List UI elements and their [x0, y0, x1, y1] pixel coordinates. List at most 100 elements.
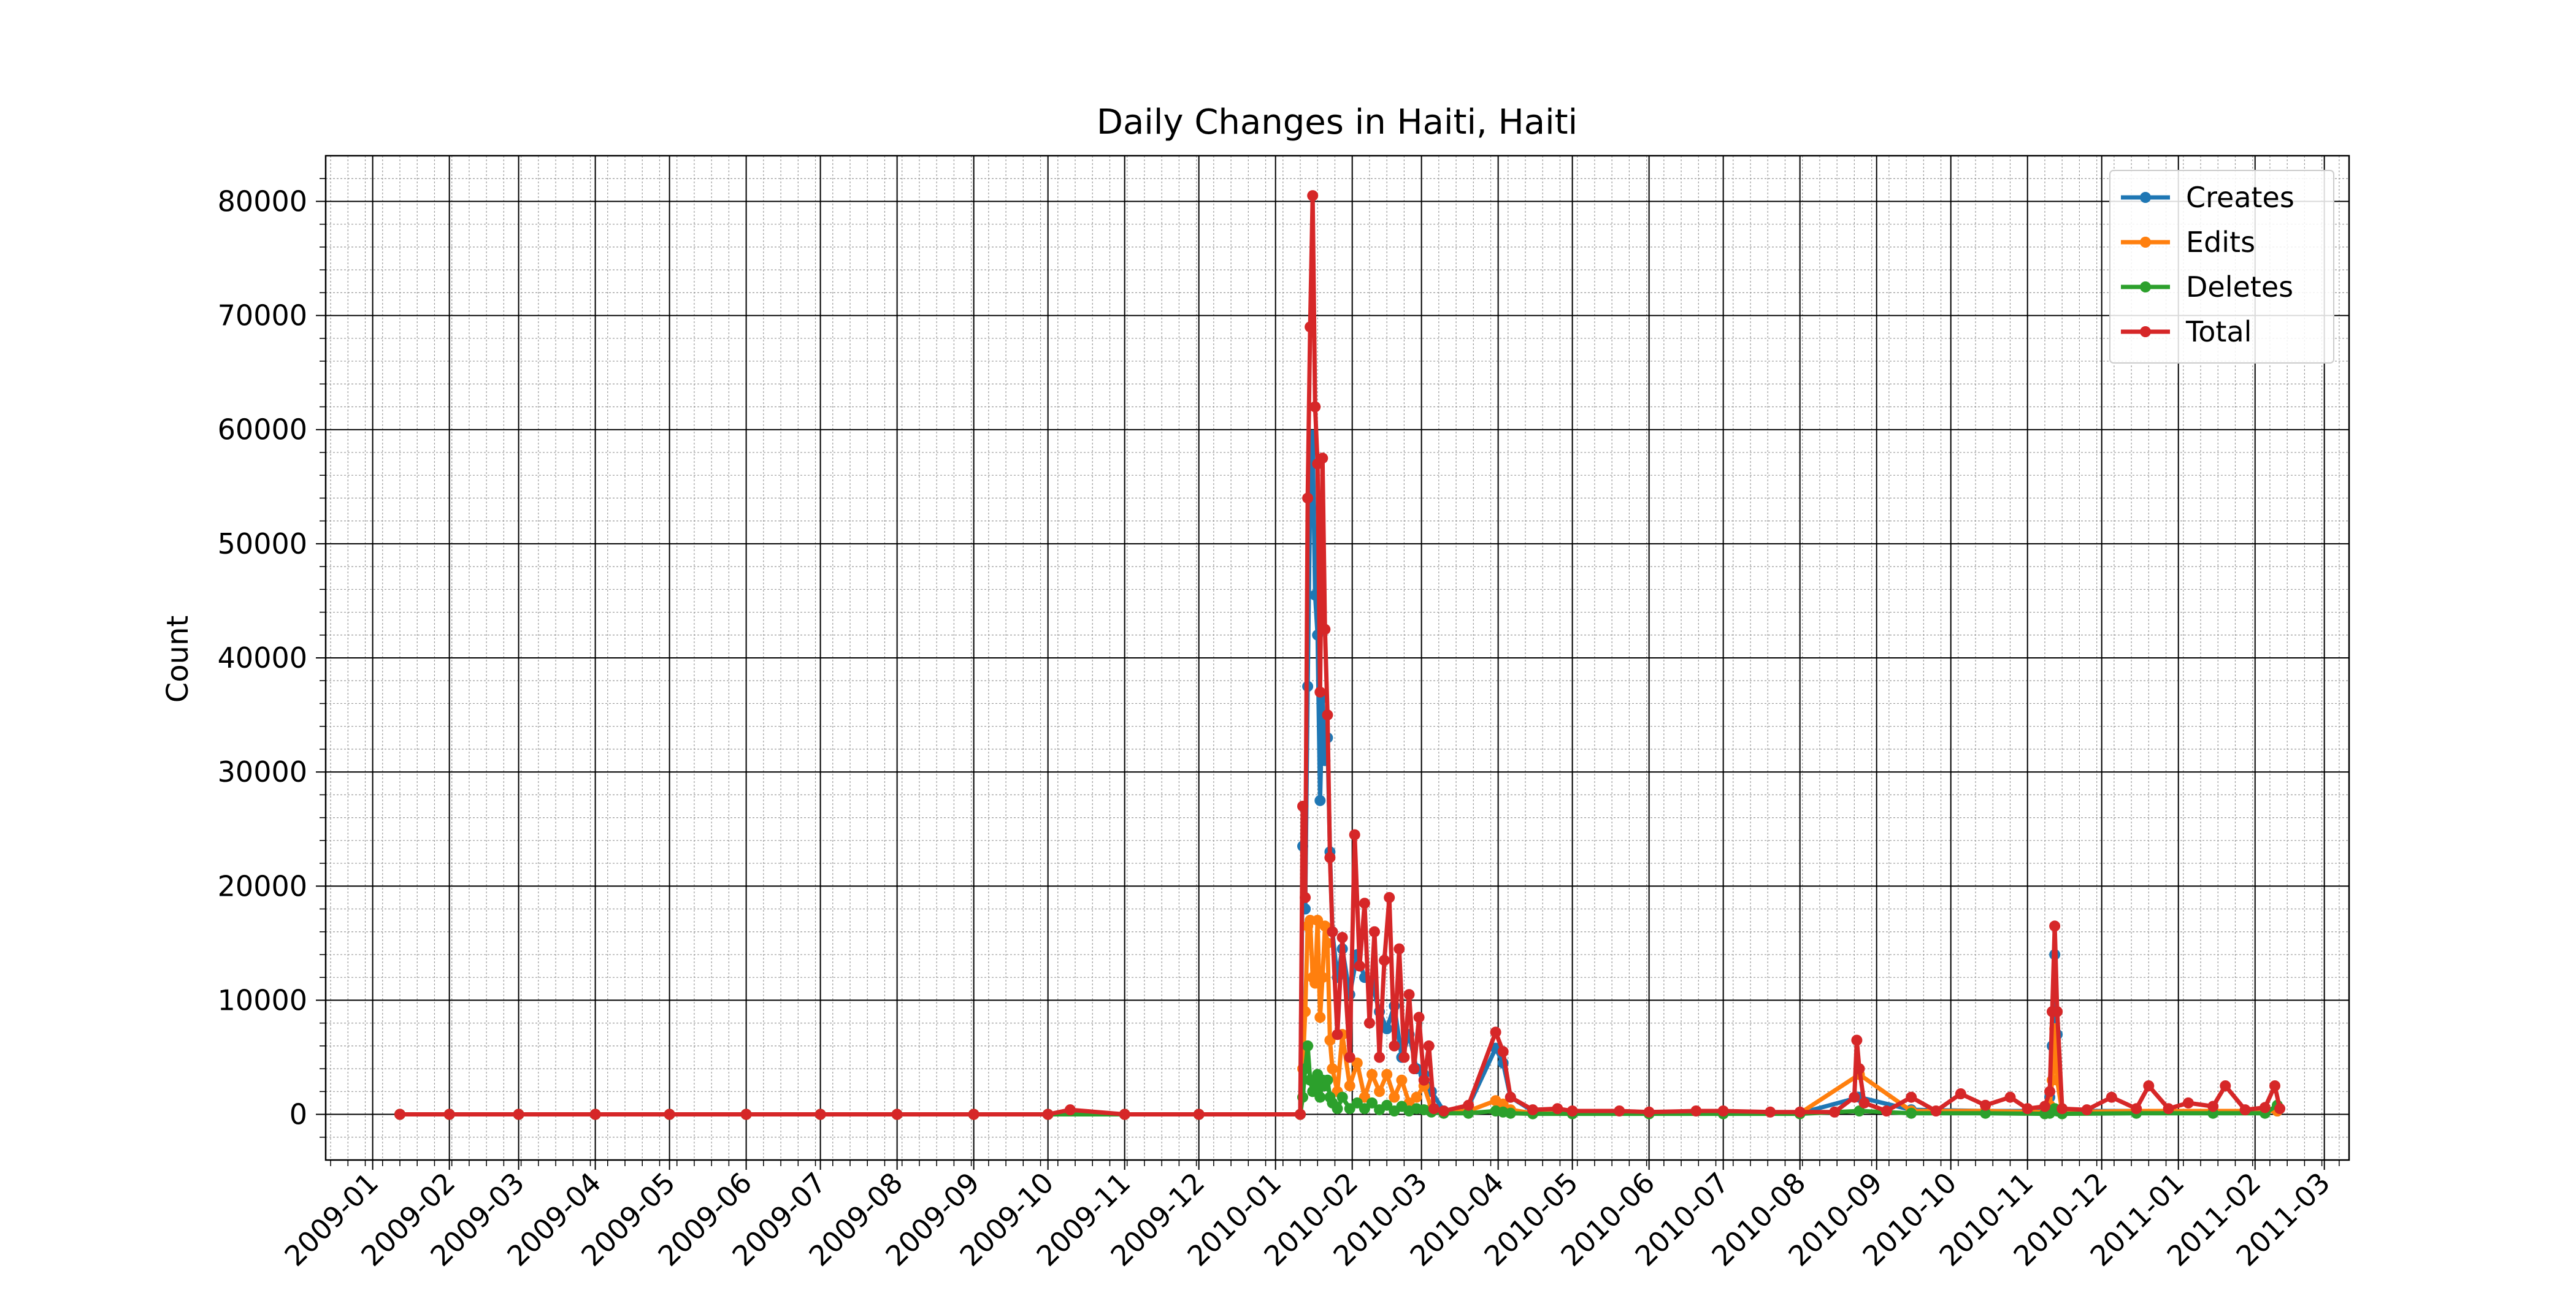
data-point	[1418, 1074, 1430, 1086]
data-point	[1438, 1105, 1449, 1116]
y-tick-label: 0	[289, 1098, 307, 1131]
series-layer	[394, 190, 2286, 1120]
data-point	[2044, 1086, 2055, 1097]
data-point	[1314, 1012, 1326, 1023]
data-point	[1367, 1097, 1378, 1109]
data-point	[1317, 452, 1328, 464]
data-point	[1369, 926, 1380, 937]
data-point	[1389, 1040, 1400, 1051]
data-point	[1930, 1105, 1942, 1116]
data-point	[1322, 709, 1333, 721]
data-point	[1505, 1091, 1516, 1103]
data-point	[1324, 852, 1336, 863]
data-point	[2039, 1101, 2050, 1112]
y-tick-label: 40000	[218, 641, 307, 674]
data-point	[1374, 1086, 1386, 1097]
y-axis-label: Count	[161, 616, 195, 703]
data-point	[1413, 1012, 1425, 1023]
data-point	[1344, 1080, 1355, 1091]
data-point	[1297, 801, 1308, 812]
data-point	[1193, 1109, 1205, 1120]
data-point	[1359, 898, 1370, 909]
data-point	[1423, 1040, 1435, 1051]
data-point	[2220, 1080, 2231, 1091]
data-point	[968, 1109, 979, 1120]
data-point	[1042, 1109, 1054, 1120]
data-point	[1527, 1104, 1539, 1116]
data-point	[1319, 624, 1331, 635]
data-point	[1381, 1023, 1393, 1034]
data-point	[1327, 1063, 1338, 1075]
data-point	[2163, 1103, 2174, 1115]
data-point	[1332, 1029, 1343, 1040]
data-point	[1374, 1051, 1386, 1063]
y-tick-label: 50000	[218, 527, 307, 560]
data-point	[1408, 1063, 1420, 1075]
data-point	[2239, 1104, 2251, 1116]
data-point	[1336, 1091, 1348, 1103]
legend: Creates Edits Deletes Total	[2109, 170, 2334, 364]
data-point	[1490, 1026, 1501, 1038]
data-point	[1384, 891, 1395, 903]
data-point	[1463, 1107, 1474, 1119]
legend-box	[2109, 170, 2334, 364]
y-tick-label: 80000	[218, 185, 307, 218]
data-point	[1906, 1091, 1917, 1103]
data-point	[1717, 1105, 1729, 1116]
legend-swatch-marker	[2140, 237, 2151, 248]
data-point	[1505, 1107, 1516, 1119]
chart-title: Daily Changes in Haiti, Haiti	[1097, 102, 1577, 142]
legend-label: Creates	[2186, 181, 2294, 214]
data-point	[1765, 1106, 1776, 1118]
data-point	[1858, 1097, 1870, 1109]
data-point	[1363, 1017, 1375, 1029]
legend-label: Total	[2185, 315, 2252, 348]
data-point	[1295, 1109, 1306, 1120]
data-point	[1314, 795, 1326, 806]
legend-label: Edits	[2186, 226, 2255, 259]
data-point	[1307, 190, 1319, 202]
data-point	[2106, 1091, 2117, 1103]
data-point	[1794, 1106, 1806, 1118]
data-point	[2131, 1103, 2142, 1115]
data-point	[1980, 1099, 1991, 1111]
data-point	[2274, 1103, 2286, 1115]
data-point	[2004, 1091, 2016, 1103]
legend-swatch-marker	[2140, 326, 2151, 337]
data-point	[2143, 1080, 2155, 1091]
data-point	[1354, 960, 1365, 972]
data-point	[1302, 492, 1314, 504]
data-point	[1327, 926, 1338, 937]
data-point	[740, 1109, 752, 1120]
legend-swatch-marker	[2140, 281, 2151, 292]
data-point	[2207, 1101, 2219, 1112]
data-point	[1381, 1069, 1393, 1080]
data-point	[2049, 920, 2061, 932]
data-point	[2269, 1080, 2280, 1091]
data-point	[2052, 1006, 2063, 1017]
data-point	[1690, 1105, 1702, 1116]
data-point	[1332, 1103, 1343, 1115]
data-point	[1980, 1107, 1991, 1119]
data-point	[815, 1109, 826, 1120]
data-point	[1849, 1091, 1860, 1103]
data-point	[1336, 932, 1348, 943]
data-point	[1322, 1074, 1333, 1086]
data-point	[1880, 1105, 1892, 1116]
data-point	[589, 1109, 601, 1120]
data-point	[443, 1109, 455, 1120]
data-point	[1428, 1103, 1439, 1115]
data-point	[1309, 401, 1321, 413]
data-point	[1119, 1109, 1130, 1120]
data-point	[394, 1109, 405, 1120]
y-tick-label: 20000	[218, 869, 307, 903]
legend-label: Deletes	[2186, 270, 2293, 303]
data-point	[1367, 1069, 1378, 1080]
series-total	[394, 190, 2286, 1120]
data-point	[1853, 1105, 1865, 1116]
data-point	[1305, 321, 1316, 333]
data-point	[1955, 1088, 1966, 1099]
data-point	[891, 1109, 903, 1120]
